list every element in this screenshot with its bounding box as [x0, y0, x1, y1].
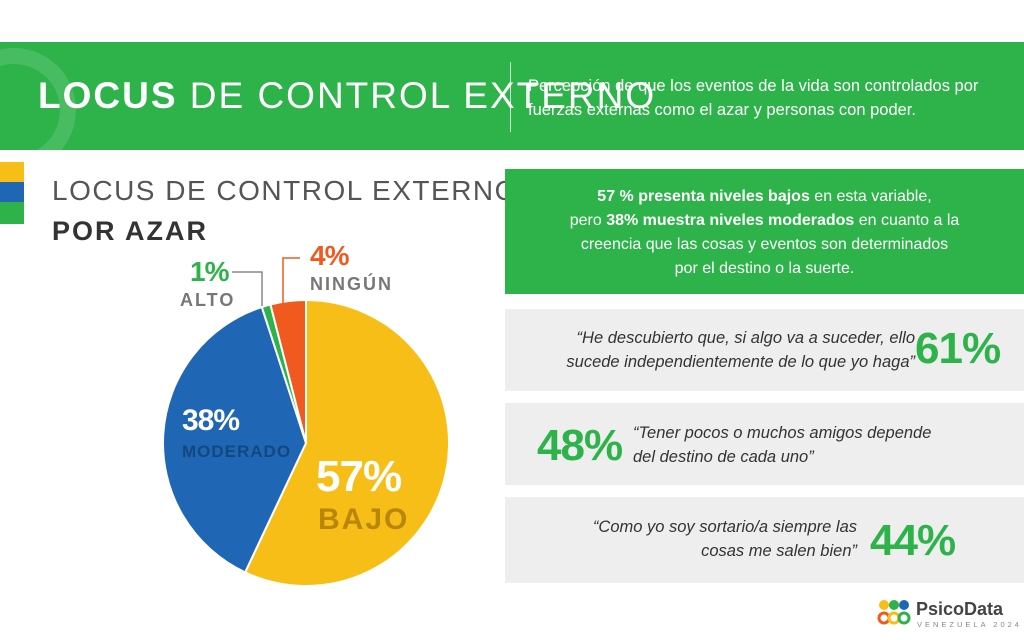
chart-subtitle: POR AZAR — [52, 216, 208, 246]
pie-slice-ningun — [269, 298, 307, 444]
quote-line: “Como yo soy sortario/a siempre las — [592, 518, 857, 536]
pie-slice-moderado — [162, 305, 308, 574]
title-rest: DE CONTROL EXTERNO — [189, 75, 657, 116]
summary-text-2: en esta variable, — [809, 188, 932, 205]
statement-card: “He descubierto que, si algo va a sucede… — [505, 309, 1024, 391]
slice-label-alto-pct: 1% — [190, 256, 229, 287]
quote-line: “He descubierto que, si algo va a sucede… — [576, 329, 915, 347]
brand-name: PsicoData — [916, 599, 1004, 619]
statement-quote: “Tener pocos o muchos amigos depende del… — [633, 421, 993, 469]
slice-label-alto: ALTO — [180, 290, 236, 310]
summary-box: 57 % presenta niveles bajos en esta vari… — [505, 169, 1024, 294]
stripe-blue — [0, 182, 24, 202]
header-description: Percepción de que los eventos de la vida… — [528, 77, 979, 119]
quote-line: “Tener pocos o muchos amigos depende — [633, 424, 932, 442]
statement-percentage: 48% — [537, 421, 623, 470]
summary-text-5: en cuanto a la — [854, 212, 960, 229]
quote-line: cosas me salen bien” — [701, 542, 857, 560]
statement-percentage: 44% — [870, 516, 956, 565]
brand-logo: PsicoData VENEZUELA 2024 — [876, 598, 1019, 632]
quote-line: sucede independientemente de lo que yo h… — [566, 353, 915, 371]
summary-text-3: pero — [569, 212, 607, 229]
summary-bold-1: 57 % presenta niveles bajos — [597, 188, 810, 205]
statement-percentage: 61% — [915, 324, 1001, 373]
quote-line: del destino de cada uno” — [633, 448, 814, 466]
slice-label-bajo: BAJO — [318, 503, 410, 536]
summary-line-4: por el destino o la suerte. — [674, 260, 855, 277]
slice-label-moderado-pct: 38% — [182, 404, 240, 437]
pie-chart — [162, 257, 450, 587]
summary-line-1: 57 % presenta niveles bajos en esta vari… — [505, 185, 1024, 209]
slice-label-bajo-pct: 57% — [316, 452, 402, 501]
summary-line-2: pero 38% muestra niveles moderados en cu… — [505, 209, 1024, 233]
stripe-green — [0, 202, 24, 224]
statement-card: “Como yo soy sortario/a siempre las cosa… — [505, 497, 1024, 583]
pie-slice-bajo — [243, 298, 450, 587]
people-circles-logo-icon — [877, 600, 911, 625]
summary-line-3: creencia que las cosas y eventos son det… — [580, 236, 949, 253]
page-title: LOCUS DE CONTROL EXTERNO — [38, 74, 656, 118]
stripe-yellow — [0, 162, 24, 182]
leader-line-alto — [232, 271, 263, 306]
slice-label-moderado: MODERADO — [182, 442, 292, 461]
title-bold: LOCUS — [38, 75, 178, 116]
statement-quote: “Como yo soy sortario/a siempre las cosa… — [545, 515, 857, 563]
leader-line-ningun — [282, 257, 300, 305]
summary-bold-2: 38% muestra niveles moderados — [606, 212, 855, 229]
header-banner: LOCUS DE CONTROL EXTERNO Percepción de q… — [0, 42, 1024, 150]
statement-quote: “He descubierto que, si algo va a sucede… — [535, 326, 915, 374]
chart-title: LOCUS DE CONTROL EXTERNO — [52, 175, 518, 206]
slice-label-ningun: NINGÚN — [310, 274, 393, 294]
slice-label-ningun-pct: 4% — [310, 240, 349, 271]
brand-subtitle: VENEZUELA 2024 — [917, 620, 1022, 629]
header-divider — [510, 62, 511, 132]
statement-card: 48% “Tener pocos o muchos amigos depende… — [505, 403, 1024, 485]
